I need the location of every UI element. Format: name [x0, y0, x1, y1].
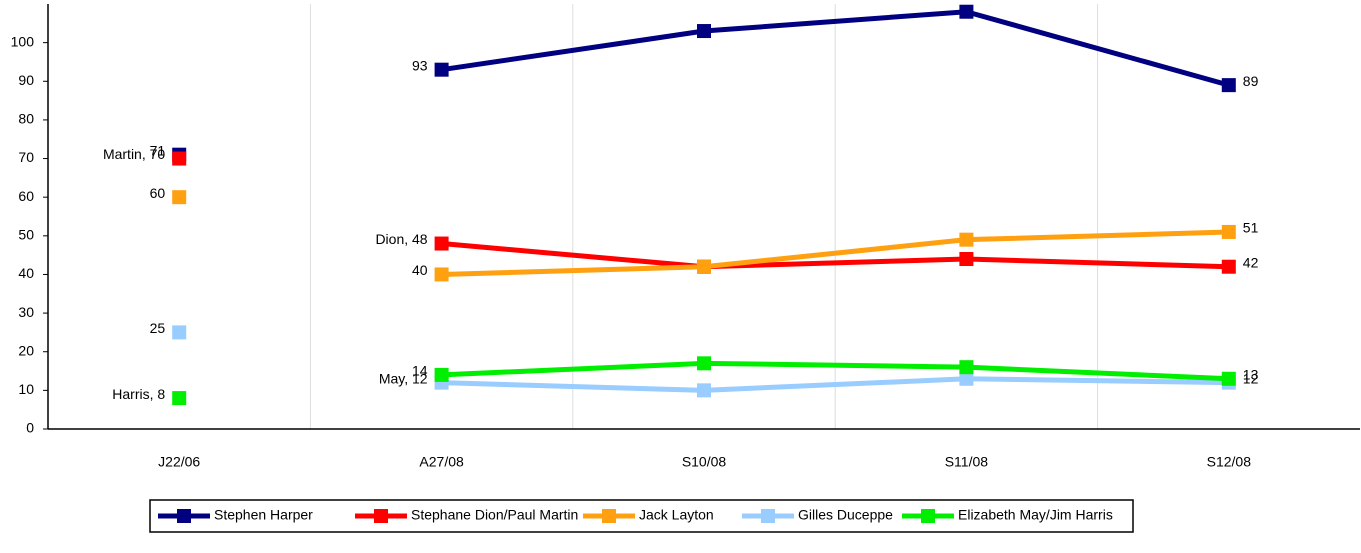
x-tick-label: S11/08 [945, 454, 989, 470]
data-label: 25 [150, 320, 166, 336]
point-marker [172, 391, 187, 406]
legend-label: Stephen Harper [214, 507, 313, 523]
series-line [441, 360, 1229, 382]
series-line [441, 241, 1229, 270]
data-label: 89 [1243, 73, 1259, 89]
point-marker [959, 4, 974, 19]
data-label: Dion, 48 [375, 231, 427, 247]
legend-label: Jack Layton [639, 507, 714, 523]
point-marker [172, 151, 187, 166]
point-marker [697, 356, 711, 371]
legend-marker [374, 509, 388, 523]
x-tick-label: S10/08 [682, 454, 727, 470]
point-marker [434, 267, 449, 282]
series-line [441, 376, 1229, 393]
point-marker [434, 62, 449, 77]
point-marker [1221, 224, 1236, 239]
data-label: Harris, 8 [112, 386, 165, 402]
legend-label: Stephane Dion/Paul Martin [411, 507, 578, 523]
legend-label: Elizabeth May/Jim Harris [958, 507, 1113, 523]
legend-marker [921, 509, 935, 523]
y-tick-label: 50 [18, 227, 34, 243]
point-marker [434, 236, 449, 251]
point-marker [434, 367, 449, 382]
y-tick-label: 80 [18, 111, 34, 127]
data-label: 60 [150, 185, 166, 201]
data-label: 51 [1243, 220, 1259, 236]
point-marker [697, 383, 711, 398]
point-marker [959, 252, 974, 266]
legend-marker [761, 509, 775, 523]
point-marker [959, 360, 974, 375]
point-marker [959, 371, 974, 386]
point-marker [959, 232, 974, 247]
point-marker [1221, 259, 1236, 274]
point-marker [1221, 371, 1236, 386]
data-label: 13 [1243, 366, 1259, 382]
y-tick-label: 100 [11, 33, 35, 49]
point-marker [697, 259, 711, 274]
legend-label: Gilles Duceppe [798, 507, 893, 523]
legend-box [149, 499, 1134, 533]
point-marker [172, 325, 187, 340]
y-tick-label: 10 [18, 381, 34, 397]
data-label: 12 [1243, 370, 1259, 386]
y-tick-label: 60 [18, 188, 34, 204]
y-tick-label: 70 [18, 149, 34, 165]
data-label: May, 12 [379, 370, 428, 386]
legend-marker [602, 509, 616, 523]
data-label: 42 [1243, 254, 1259, 270]
x-tick-label: S12/08 [1207, 454, 1252, 470]
series-line [441, 9, 1230, 88]
data-label: 40 [412, 262, 428, 278]
legend-marker [177, 509, 191, 523]
point-marker [1221, 78, 1236, 93]
data-label: 71 [150, 142, 166, 158]
series-line [441, 229, 1229, 277]
y-tick-label: 0 [26, 420, 34, 436]
point-marker [172, 190, 187, 205]
data-label: 14 [412, 363, 428, 379]
x-tick-label: A27/08 [419, 454, 464, 470]
y-tick-label: 90 [18, 72, 34, 88]
y-tick-label: 20 [18, 342, 34, 358]
y-tick-label: 30 [18, 304, 34, 320]
data-label: Martin, 70 [103, 146, 165, 162]
point-marker [697, 24, 711, 39]
data-label: 93 [412, 57, 428, 73]
x-tick-label: J22/06 [158, 454, 200, 470]
y-tick-label: 40 [18, 265, 34, 281]
